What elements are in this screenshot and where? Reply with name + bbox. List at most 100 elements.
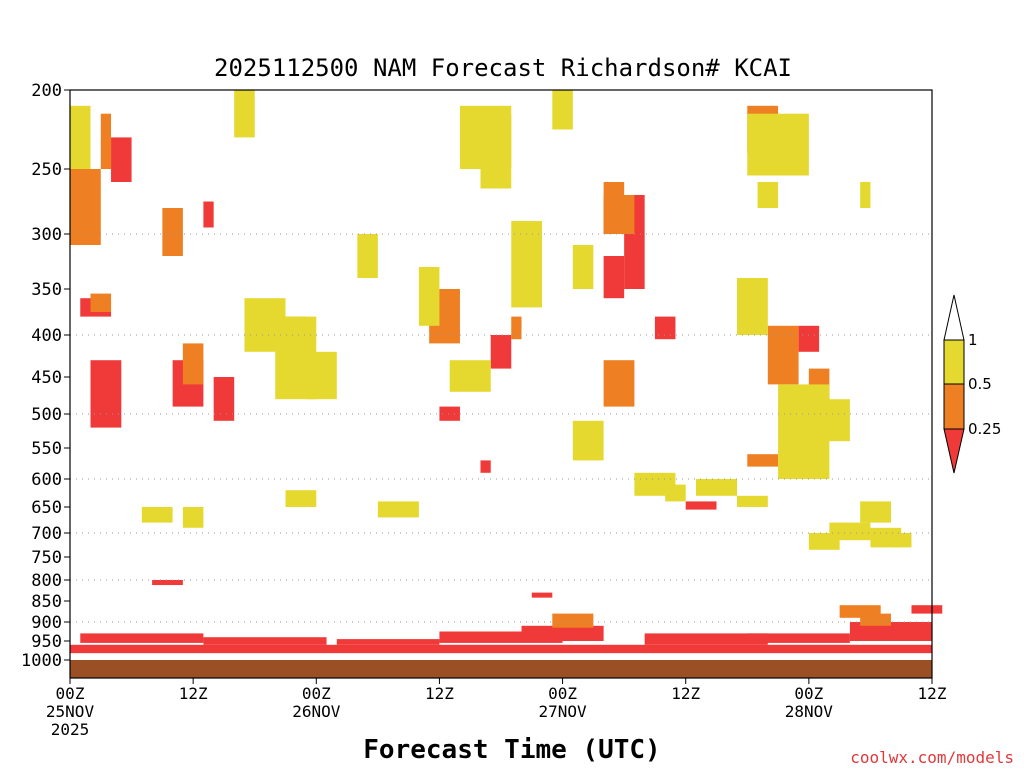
y-tick-label-850: 850 [31,592,62,612]
ri-cell-1-0 [70,169,101,245]
ri-cell-2-8 [306,351,337,400]
ground-layer [70,660,932,678]
ri-cell-2-27 [285,490,317,507]
credit-text: coolwx.com/models [850,748,1014,767]
colorbar-top-arrow [943,294,965,341]
ri-cell-0-7 [747,633,850,643]
y-tick-label-800: 800 [31,571,62,591]
ri-cell-2-26 [377,501,419,518]
ri-cell-0-16 [203,201,214,228]
ri-cell-0-25 [439,406,460,421]
x-tick-label-1-0: 12Z [179,684,208,703]
ri-cell-1-11 [603,360,635,407]
x-tick-label-0-2: 2025 [51,720,90,739]
ri-cell-0-26 [480,460,491,473]
x-axis-title: Forecast Time (UTC) [363,735,660,765]
ri-cell-2-30 [695,479,738,496]
colorbar-label-0-25: 0.25 [968,420,1001,438]
ri-cell-0-17 [490,335,512,369]
x-tick-label-3-0: 12Z [425,684,454,703]
ri-cell-0-20 [654,316,676,340]
ri-cell-1-7 [511,316,522,340]
ri-cell-0-11 [90,360,122,428]
y-tick-label-700: 700 [31,524,62,544]
ri-cell-0-2 [203,637,327,645]
y-tick-label-300: 300 [31,225,62,245]
y-tick-label-550: 550 [31,439,62,459]
y-tick-label-450: 450 [31,368,62,388]
ri-cell-0-5 [521,625,604,641]
ri-cell-2-21 [860,501,891,523]
chart-title: 2025112500 NAM Forecast Richardson# KCAI [214,54,792,82]
ri-cell-1-13 [767,325,799,385]
ri-cell-2-0 [70,105,91,169]
ri-cell-2-3 [480,113,512,189]
y-tick-label-650: 650 [31,498,62,518]
ri-cell-1-17 [747,454,779,467]
ri-cell-2-5 [747,113,809,176]
ri-cell-0-23 [798,325,820,352]
ri-cell-2-11 [449,360,491,392]
ri-cell-1-9 [603,195,635,234]
x-tick-label-5-0: 12Z [671,684,700,703]
ri-cell-1-3 [162,208,183,256]
x-tick-label-0-1: 25NOV [46,702,95,721]
ri-cell-0-3 [336,639,440,645]
y-tick-label-400: 400 [31,326,62,346]
ri-cell-2-4 [552,90,573,130]
x-tick-label-6-1: 28NOV [785,702,834,721]
x-tick-label-2-0: 00Z [302,684,331,703]
ri-cell-0-15 [111,137,132,182]
y-tick-label-1000: 1000 [21,651,62,671]
plot-frame [69,89,933,679]
ri-cell-2-12 [511,221,543,308]
x-tick-label-4-0: 00Z [548,684,577,703]
ri-cell-0-0 [70,644,932,654]
colorbar-label-0-5: 0.5 [968,375,992,393]
richardson-cells [70,90,943,654]
colorbar-label-1: 1 [968,331,978,349]
ri-cell-2-13 [572,245,594,289]
ri-cell-0-18 [531,592,553,598]
y-tick-label-600: 600 [31,470,62,490]
ri-cell-2-32 [665,484,686,502]
ri-cell-2-25 [860,182,871,208]
ri-cell-0-1 [80,633,204,643]
ri-cell-2-1 [234,90,255,138]
ri-cell-2-19 [829,522,871,541]
colorbar-bin-orange [943,383,965,430]
ri-cell-2-24 [757,182,779,208]
ri-cell-2-29 [182,507,204,528]
ri-cell-2-10 [418,267,440,326]
ri-cell-2-9 [357,234,378,278]
ri-cell-1-4 [182,343,204,385]
colorbar: 1 0.5 0.25 [943,294,1001,474]
x-tick-label-2-1: 26NOV [292,702,341,721]
ri-cell-0-14 [213,377,235,421]
ri-cell-2-16 [737,278,768,335]
y-axis: 200 250 300 350 400 450 500 550 600 650 700 750 8008… [21,81,70,671]
y-tick-label-200: 200 [31,81,62,101]
ri-cell-0-22 [685,501,717,510]
y-tick-label-500: 500 [31,405,62,425]
ri-cell-2-20 [819,399,850,442]
ri-cell-0-21 [603,256,625,299]
y-tick-label-250: 250 [31,160,62,180]
ri-cell-0-12 [152,580,183,586]
plot-area [69,89,943,679]
y-tick-label-900: 900 [31,613,62,633]
y-tick-label-750: 750 [31,548,62,568]
ri-cell-1-1 [100,113,112,169]
x-tick-label-0-0: 00Z [56,684,85,703]
x-tick-label-6-0: 00Z [794,684,823,703]
x-tick-label-7-0: 12Z [918,684,947,703]
ri-cell-2-28 [141,507,173,523]
ri-cell-1-10 [552,613,594,628]
colorbar-bin-yellow [943,339,965,385]
ri-cell-0-24 [911,605,943,614]
ri-cell-2-31 [737,495,768,507]
y-tick-label-950: 950 [31,632,62,652]
y-tick-label-350: 350 [31,280,62,300]
